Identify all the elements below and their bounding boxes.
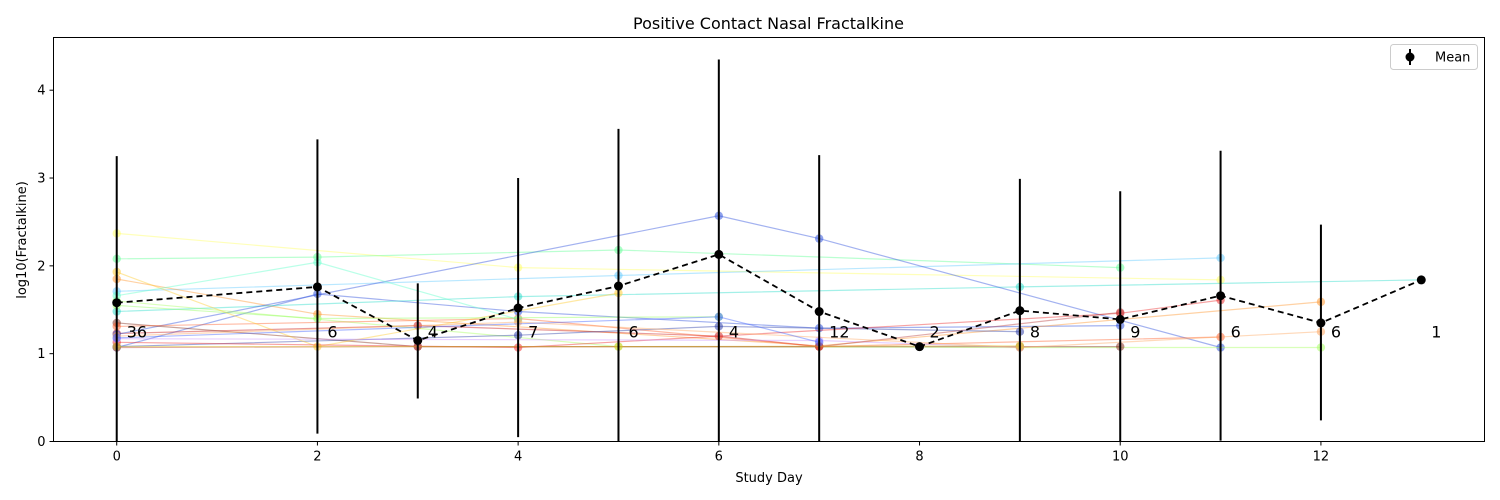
sample-count-label: 4 [428, 323, 438, 342]
mean-point [1015, 306, 1025, 316]
sample-count-label: 9 [1130, 323, 1140, 342]
x-tick-label: 2 [313, 450, 321, 465]
sample-count-label: 8 [1030, 323, 1040, 342]
y-tick-label: 2 [37, 259, 45, 274]
sample-count-label: 4 [729, 323, 739, 342]
legend: Mean [1390, 44, 1478, 70]
subject-line [116, 249, 1121, 269]
sample-count-label: 36 [127, 323, 147, 342]
y-tick-label: 4 [37, 84, 45, 99]
sample-count-labels: 36 6 4 7 6 4 12 2 8 9 6 6 1 [127, 323, 1442, 342]
mean-point [1316, 318, 1326, 328]
sample-count-label: 6 [1231, 323, 1241, 342]
mean-point [312, 282, 322, 292]
chart-title: Positive Contact Nasal Fractalkine [633, 14, 904, 33]
subject-line [116, 345, 1020, 348]
subject-line [116, 215, 1221, 349]
mean-point [1115, 314, 1125, 324]
sample-count-label: 1 [1431, 323, 1441, 342]
subject-line [116, 324, 820, 348]
y-tick-label: 0 [37, 435, 45, 450]
legend-label-mean: Mean [1435, 51, 1470, 66]
y-axis-label: log10(Fractalkine) [15, 181, 30, 299]
legend-box [1390, 44, 1478, 70]
subject-line [116, 232, 1221, 281]
x-tick-label: 0 [113, 450, 121, 465]
plot-frame [53, 37, 1485, 442]
mean-point [814, 307, 824, 317]
x-tick-label: 8 [915, 450, 923, 465]
sample-count-label: 7 [528, 323, 538, 342]
x-tick-label: 4 [514, 450, 522, 465]
y-tick-label: 1 [37, 347, 45, 362]
x-axis-ticks: 0 2 4 6 8 10 12 [113, 441, 1330, 465]
mean-point [915, 342, 925, 352]
mean-point [413, 336, 423, 345]
y-tick-label: 3 [37, 172, 45, 187]
mean-point [714, 249, 724, 259]
subject-lines [112, 211, 1426, 352]
mean-point [112, 298, 122, 308]
x-tick-label: 10 [1112, 450, 1129, 465]
subject-line [116, 278, 1321, 347]
mean-series [112, 249, 1426, 352]
mean-point [1416, 275, 1426, 285]
legend-marker [1405, 52, 1415, 62]
sample-count-label: 6 [628, 323, 638, 342]
mean-point [1216, 291, 1226, 301]
x-tick-label: 6 [715, 450, 723, 465]
sample-count-label: 6 [1331, 323, 1341, 342]
subject-1 [112, 229, 1225, 285]
sample-count-label: 12 [829, 323, 849, 342]
y-axis-ticks: 0 1 2 3 4 [37, 84, 54, 450]
sample-count-label: 6 [327, 323, 337, 342]
mean-point [513, 303, 523, 313]
x-axis-label: Study Day [735, 471, 803, 486]
x-tick-label: 12 [1313, 450, 1330, 465]
mean-point [613, 281, 623, 291]
sample-count-label: 2 [930, 323, 940, 342]
